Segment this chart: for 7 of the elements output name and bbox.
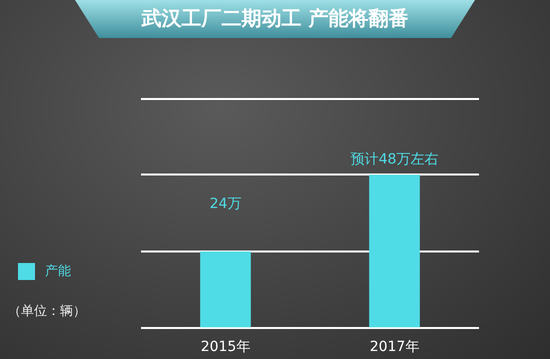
legend-label: 产能 xyxy=(45,263,71,280)
x-tick-label: 2017年 xyxy=(370,339,420,356)
text: （单位：辆） xyxy=(8,303,86,320)
chart-title: 武汉工厂二期动工 产能将翻番 xyxy=(75,0,475,38)
data-label: 24万 xyxy=(210,196,242,212)
data-label: 预计48万左右 xyxy=(350,151,438,168)
x-tick-label: 2015年 xyxy=(200,339,250,356)
